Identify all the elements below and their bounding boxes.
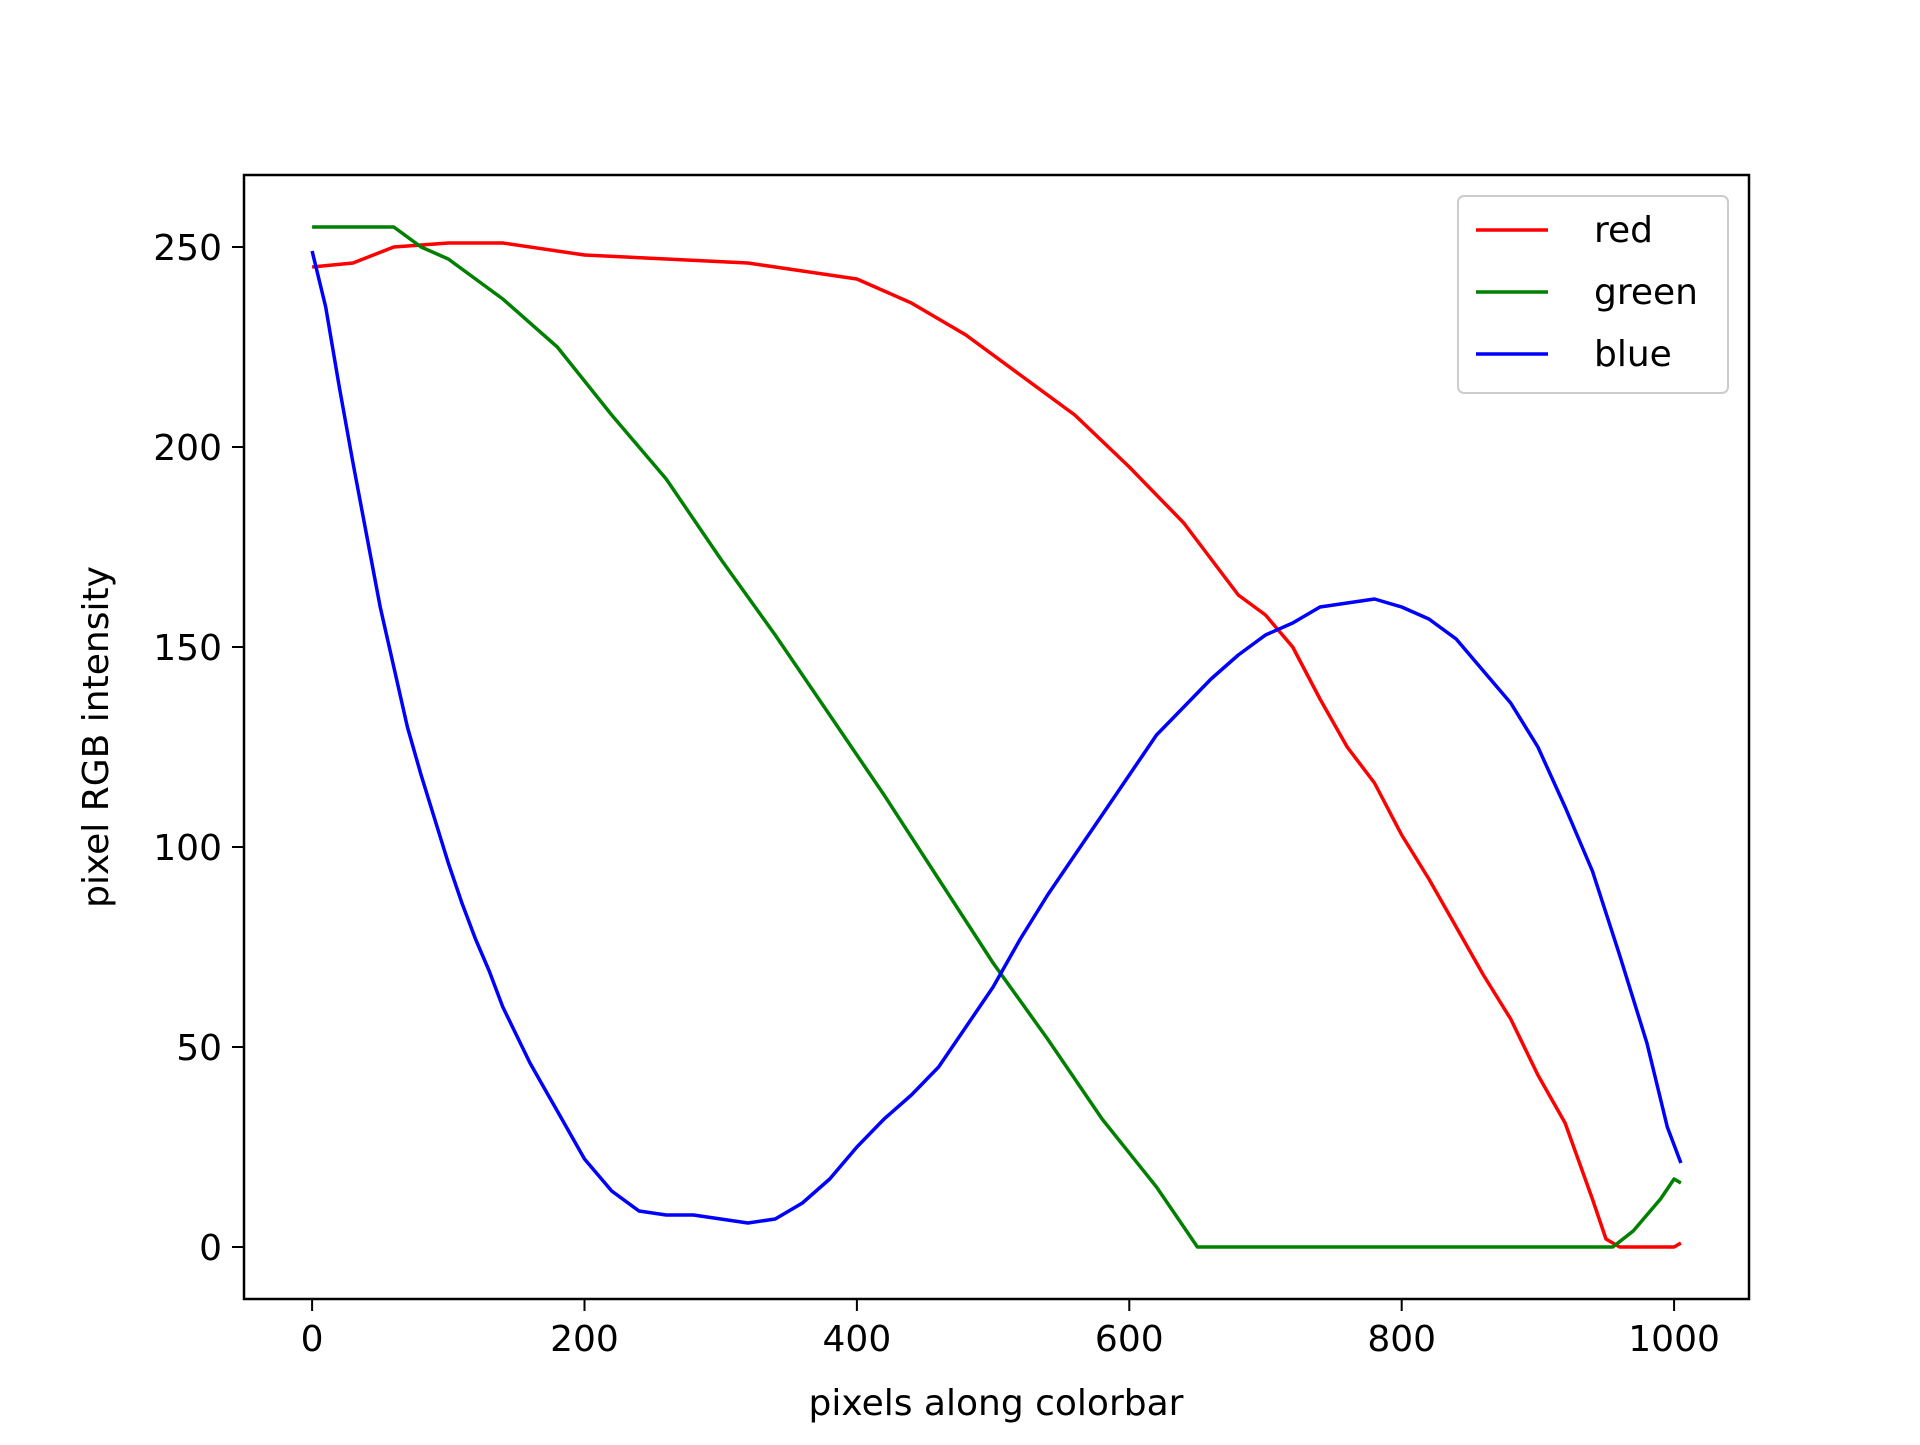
- axis-ticks: 0 200 400 600 800 1000 0 50 100 150 200 250: [153, 228, 1720, 1360]
- legend-label-green: green: [1594, 272, 1698, 313]
- y-tick-label: 200: [153, 428, 222, 469]
- y-tick-label: 150: [153, 628, 222, 669]
- x-axis-label: pixels along colorbar: [809, 1383, 1184, 1424]
- plot-area: [310, 225, 1683, 1249]
- legend: red green blue: [1457, 195, 1729, 394]
- x-tick-label: 400: [823, 1319, 892, 1360]
- y-tick-label: 100: [153, 828, 222, 869]
- x-tick-label: 200: [550, 1319, 619, 1360]
- plot-frame: [242, 173, 1751, 1301]
- y-axis-label: pixel RGB intensity: [76, 566, 117, 908]
- y-tick-label: 0: [199, 1228, 222, 1269]
- legend-label-blue: blue: [1594, 334, 1672, 375]
- y-tick-label: 50: [176, 1028, 222, 1069]
- x-tick-label: 0: [301, 1319, 324, 1360]
- x-tick-label: 600: [1095, 1319, 1164, 1360]
- legend-box: [1457, 195, 1729, 394]
- legend-label-red: red: [1594, 210, 1653, 251]
- series-line-green: [312, 225, 1682, 1249]
- series-line-blue: [310, 250, 1683, 1225]
- y-tick-label: 250: [153, 228, 222, 269]
- x-tick-label: 800: [1367, 1319, 1436, 1360]
- x-tick-label: 1000: [1628, 1319, 1720, 1360]
- series-line-red: [311, 241, 1682, 1249]
